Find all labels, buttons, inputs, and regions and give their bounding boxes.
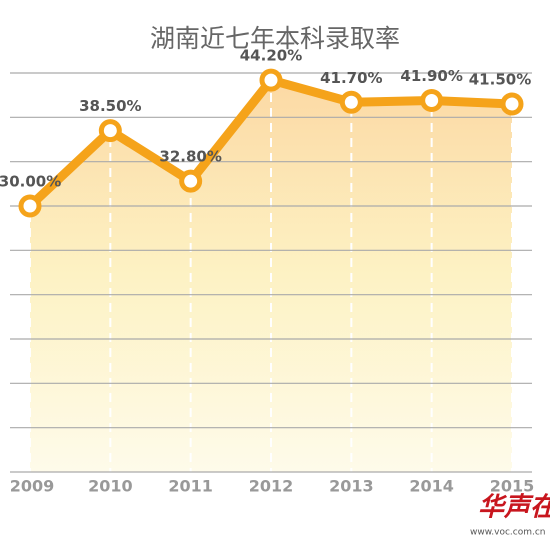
point	[500, 92, 524, 116]
value-label: 41.50%	[469, 71, 531, 89]
point	[179, 169, 203, 193]
point	[339, 90, 363, 114]
x-tick-label: 2015	[490, 477, 535, 496]
watermark-url: www.voc.com.cn	[470, 528, 546, 538]
point	[259, 68, 283, 92]
value-label: 32.80%	[159, 148, 221, 166]
x-tick-label: 2013	[329, 477, 374, 496]
x-tick-label: 2012	[249, 477, 294, 496]
x-tick-label: 2010	[88, 477, 133, 496]
point	[98, 119, 122, 143]
value-label: 38.50%	[79, 97, 141, 115]
value-label: 44.20%	[240, 47, 302, 65]
value-label: 41.70%	[320, 69, 382, 87]
point	[420, 88, 444, 112]
watermark: 华声在线	[478, 493, 550, 523]
point	[18, 194, 42, 218]
x-tick-label: 2014	[409, 477, 454, 496]
value-label: 30.00%	[0, 173, 61, 191]
chart-title: 湖南近七年本科录取率	[150, 24, 400, 53]
x-tick-label: 2009	[10, 477, 55, 496]
value-label: 41.90%	[400, 67, 462, 85]
x-tick-label: 2011	[168, 477, 213, 496]
